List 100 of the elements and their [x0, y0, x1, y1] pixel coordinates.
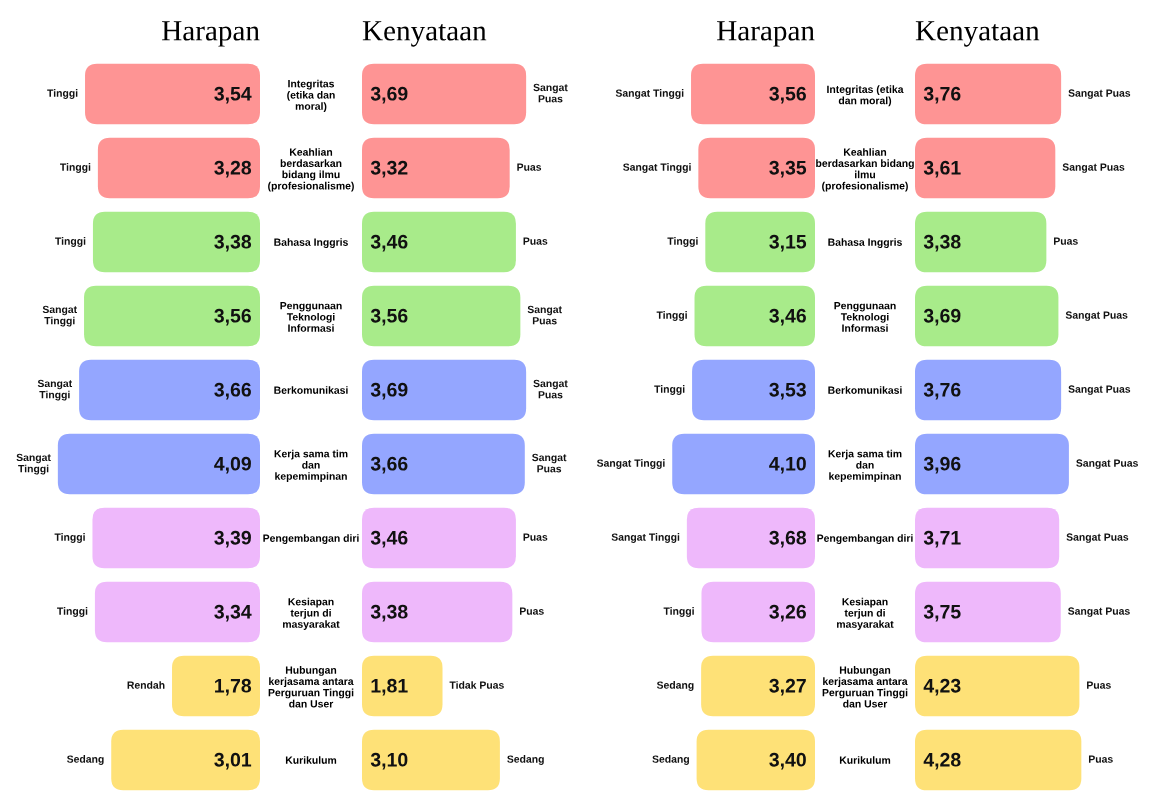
annotation: Sedang	[652, 755, 689, 765]
bar	[686, 507, 815, 569]
data-label: 3,28	[214, 160, 252, 178]
y-tick-label: Bahasa Inggris	[274, 238, 348, 248]
bar	[362, 211, 516, 273]
chart-title: Kenyataan	[915, 21, 1040, 47]
bar	[915, 211, 1047, 273]
bar	[915, 729, 1082, 791]
bar	[362, 507, 516, 569]
annotation: Tidak Puas	[449, 681, 504, 689]
bar	[698, 137, 815, 199]
data-label: 3,54	[214, 86, 252, 104]
data-label: 3,27	[769, 678, 806, 696]
data-label: 3,69	[370, 86, 408, 104]
data-label: 3,71	[923, 530, 961, 548]
annotation: Sangat Tinggi	[623, 163, 691, 173]
y-tick-label: Kerja sama tim dan kepemimpinan	[828, 449, 902, 482]
y-tick-label: Hubungan kerjasama antara Perguruan Tinggi dan User	[822, 666, 908, 708]
data-label: 3,76	[923, 382, 961, 400]
data-label: 3,75	[923, 604, 961, 622]
annotation: Sangat Puas	[1065, 311, 1128, 321]
annotation: Tinggi	[54, 533, 85, 543]
chart-title: Kenyataan	[362, 21, 487, 47]
annotation: Sangat Puas	[1062, 163, 1125, 173]
bar	[696, 729, 815, 791]
bar	[362, 655, 443, 717]
y-tick-label: Pengembangan diri	[817, 534, 913, 544]
bar	[705, 211, 815, 273]
data-label: 3,46	[370, 234, 408, 252]
annotation: Puas	[523, 237, 548, 245]
data-label: 3,69	[370, 382, 408, 400]
bar	[692, 359, 815, 421]
data-label: 3,46	[769, 308, 806, 326]
data-label: 4,10	[769, 456, 806, 474]
y-tick-label: Kerja sama tim dan kepemimpinan	[274, 449, 348, 482]
bar	[92, 507, 260, 569]
data-label: 3,34	[214, 604, 252, 622]
data-label: 3,39	[214, 530, 251, 548]
y-tick-label: Pengembangan diri	[263, 534, 359, 544]
annotation: Sangat Puas	[532, 453, 567, 473]
bar	[362, 285, 521, 347]
data-label: 3,38	[923, 234, 961, 252]
data-label: 3,69	[923, 308, 961, 326]
data-label: 3,38	[214, 234, 252, 252]
bar	[362, 359, 527, 421]
annotation: Sedang	[507, 755, 544, 765]
annotation: Tinggi	[55, 237, 86, 247]
data-label: 3,56	[769, 86, 806, 104]
bar	[111, 729, 260, 791]
annotation: Sangat Puas	[1068, 89, 1131, 99]
bar	[362, 137, 510, 199]
bar	[362, 63, 527, 125]
bar	[915, 581, 1061, 643]
annotation: Puas	[517, 163, 542, 171]
annotation: Sedang	[66, 755, 104, 765]
chart-title: Harapan	[717, 21, 815, 47]
data-label: 3,56	[214, 308, 251, 326]
data-label: 3,96	[923, 456, 961, 474]
y-tick-label: Bahasa Inggris	[828, 238, 902, 248]
annotation: Sangat Tinggi	[37, 379, 73, 401]
data-label: 3,40	[769, 752, 806, 770]
data-label: 3,66	[370, 456, 408, 474]
bar	[672, 433, 815, 495]
bar	[85, 63, 260, 125]
annotation: Sangat Puas	[1076, 459, 1138, 469]
bar	[362, 729, 500, 791]
bar	[84, 285, 260, 347]
annotation: Tinggi	[47, 89, 78, 99]
data-label: 3,01	[214, 752, 252, 770]
bar	[915, 285, 1059, 347]
bar	[172, 655, 260, 717]
annotation: Sangat Puas	[1068, 385, 1131, 395]
y-tick-label: Kesiapan terjun di masyarakat	[837, 597, 894, 630]
annotation: Puas	[519, 607, 544, 615]
annotation: Puas	[1087, 681, 1111, 689]
bar	[915, 507, 1060, 569]
data-label: 4,09	[214, 456, 251, 474]
bar	[362, 433, 525, 495]
data-label: 1,78	[215, 678, 252, 696]
annotation: Sangat Tinggi	[42, 305, 77, 327]
data-label: 1,81	[371, 678, 408, 696]
annotation: Tinggi	[654, 385, 685, 395]
bar	[79, 359, 260, 421]
data-label: 3,15	[769, 234, 807, 252]
chart-title: Harapan	[162, 21, 260, 47]
bar	[915, 359, 1062, 421]
bar	[694, 285, 815, 347]
y-tick-label: Keahlian berdasarkan bidang ilmu (profesionalisme)	[268, 148, 354, 192]
y-tick-label: Kurikulum	[285, 756, 337, 764]
y-tick-label: Kesiapan terjun di masyarakat	[283, 597, 340, 630]
annotation: Tinggi	[663, 607, 694, 617]
bar	[701, 655, 815, 717]
data-label: 3,56	[370, 308, 408, 326]
y-tick-label: Integritas (etika dan moral)	[287, 79, 335, 112]
annotation: Sangat Tinggi	[615, 89, 684, 99]
bar	[57, 433, 260, 495]
annotation: Tinggi	[667, 237, 698, 247]
y-tick-label: Integritas (etika dan moral)	[827, 85, 904, 107]
data-label: 4,23	[923, 678, 961, 696]
y-tick-label: Penggunaan Teknologi Informasi	[280, 302, 342, 332]
